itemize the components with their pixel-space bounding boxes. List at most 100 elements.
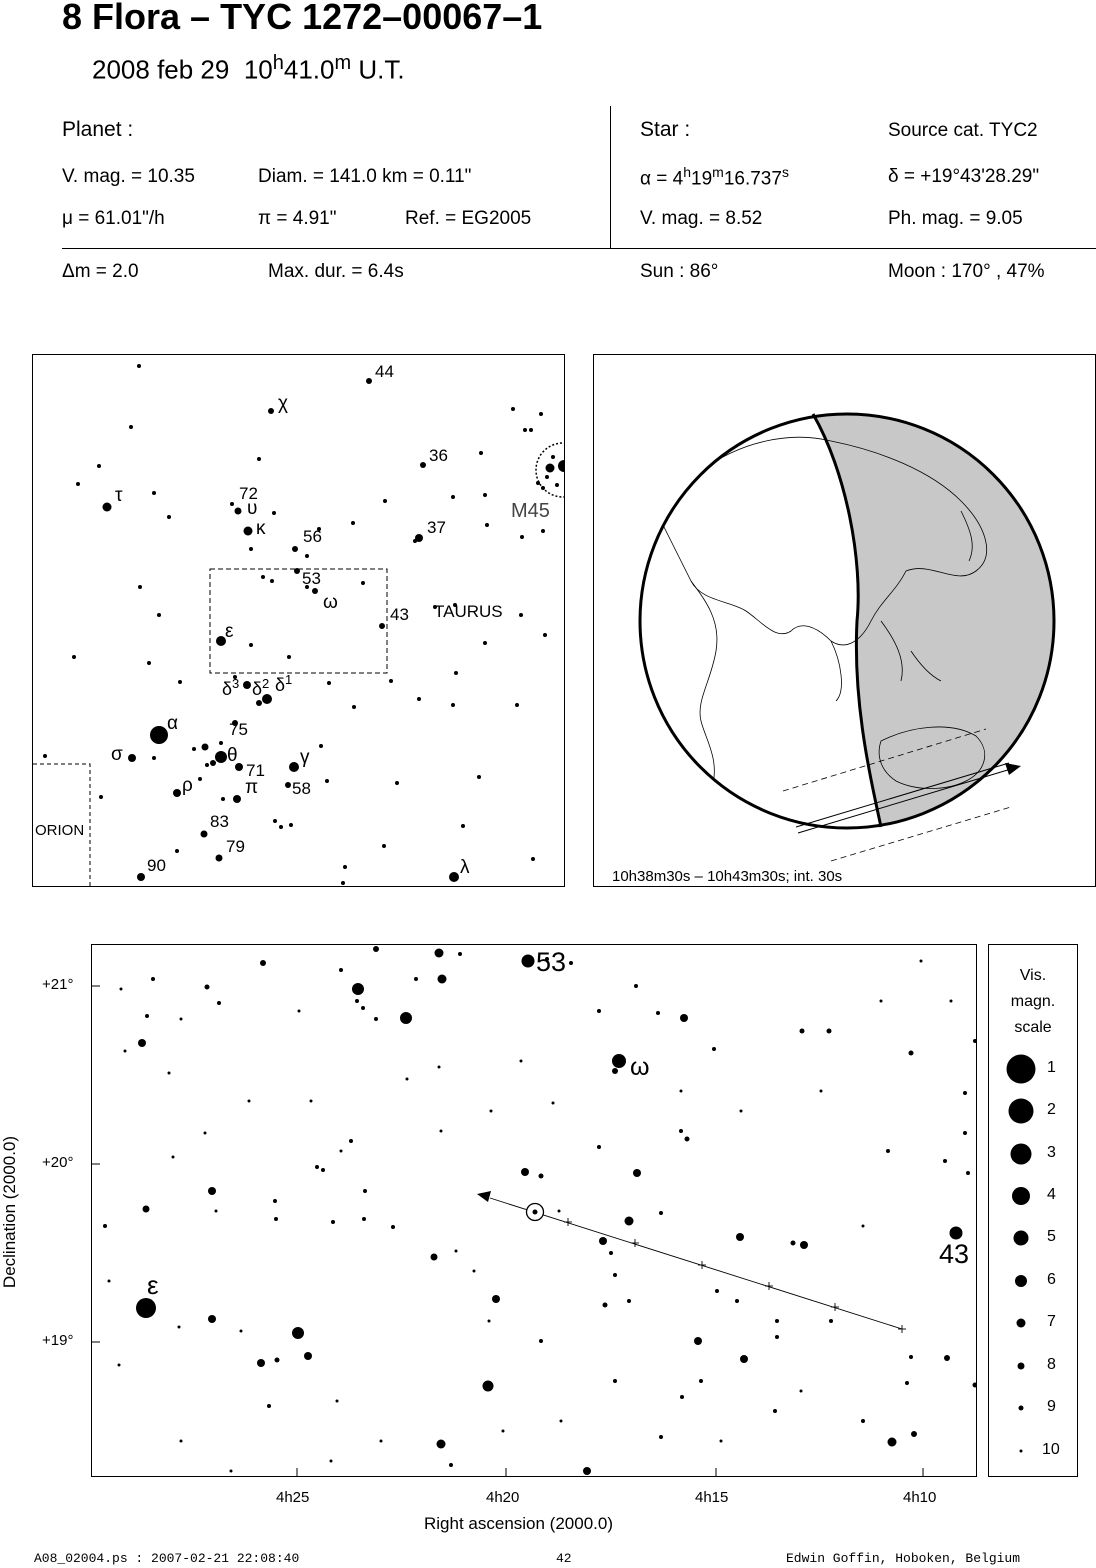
globe-svg: 10h38m30s – 10h43m30s; int. 30s — [612, 412, 1056, 885]
max-duration: Max. dur. = 6.4s — [268, 261, 404, 282]
detail-label-43: 43 — [939, 1239, 969, 1269]
star-right-ascension: α = 4h19m16.737s — [640, 164, 789, 190]
asteroid-track-arrow — [477, 1191, 491, 1202]
star-heading: Star : — [640, 118, 691, 141]
track-ticks — [564, 1218, 906, 1333]
planet-heading: Planet : — [62, 118, 134, 141]
detail-star-53 — [521, 954, 535, 968]
land-australia — [878, 726, 985, 789]
label-kappa: κ — [256, 518, 266, 539]
land-eurasia — [660, 436, 987, 646]
label-delta2: δ2 — [252, 676, 269, 699]
finder-chart: 44 χ 36 η M45 τ 72 υ κ 56 37 53 ω 43 TAU… — [32, 354, 565, 887]
label-90: 90 — [147, 856, 166, 875]
label-theta: θ — [227, 745, 238, 766]
header-divider-vertical — [610, 106, 611, 248]
land-japan — [960, 510, 973, 562]
scale-dot-6 — [1015, 1275, 1027, 1287]
detail-label-epsilon: ε — [147, 1270, 159, 1300]
label-pi: π — [245, 777, 258, 798]
detail-star-43 — [949, 1226, 963, 1240]
label-alpha: α — [167, 713, 178, 734]
scale-dot-4 — [1012, 1187, 1030, 1205]
orion-boundary — [33, 763, 91, 886]
ytick-19: +19° — [42, 1332, 74, 1349]
detail-star-omega — [612, 1054, 626, 1068]
footer-page-number: 42 — [556, 1551, 572, 1566]
footer-filename: A08_02004.ps : 2007-02-21 22:08:40 — [34, 1551, 300, 1566]
scale-label-6: 6 — [1047, 1271, 1056, 1288]
label-72: 72 — [239, 484, 258, 503]
star-delta3-tau — [243, 681, 251, 689]
scale-dots — [1006, 1054, 1036, 1453]
scale-dot-8 — [1017, 1362, 1025, 1370]
footer-author: Edwin Goffin, Hoboken, Belgium — [786, 1551, 1021, 1566]
detail-star-epsilon — [136, 1298, 156, 1318]
terminator-line — [811, 413, 883, 828]
page-title: 8 Flora – TYC 1272–00067–1 — [62, 0, 543, 37]
star-gamma-tau — [289, 762, 299, 772]
star-declination: δ = +19°43'28.29" — [888, 166, 1040, 187]
globe-panel: 10h38m30s – 10h43m30s; int. 30s — [593, 354, 1096, 887]
label-75: 75 — [229, 720, 248, 739]
star-theta-tau — [215, 751, 227, 763]
ytick-20: +20° — [42, 1154, 74, 1171]
label-m45: M45 — [511, 500, 550, 522]
event-datetime: 2008 feb 29 10h41.0m U.T. — [92, 52, 405, 85]
label-71: 71 — [246, 761, 265, 780]
star-delta1-tau — [262, 694, 272, 704]
globe-outline — [638, 412, 1056, 830]
scale-label-3: 3 — [1047, 1144, 1056, 1161]
detail-region-outline — [209, 568, 388, 674]
path-limit-south — [830, 806, 1012, 862]
label-sigma: σ — [111, 744, 123, 765]
scale-dot-7 — [1016, 1318, 1026, 1328]
star-tau-tau — [102, 502, 112, 512]
label-upsilon: υ — [247, 498, 257, 519]
scale-label-5: 5 — [1047, 1228, 1056, 1245]
m45-cluster-outline — [535, 442, 564, 498]
label-chi: χ — [278, 393, 288, 414]
path-limit-north — [782, 728, 987, 792]
moon-info: Moon : 170° , 47% — [888, 261, 1045, 282]
label-gamma: γ — [300, 747, 310, 768]
label-tau: τ — [115, 485, 123, 506]
xtick-4h15: 4h15 — [695, 1489, 729, 1506]
detail-label-omega: ω — [630, 1053, 650, 1081]
xtick-4h20: 4h20 — [486, 1489, 520, 1506]
star-epsilon-tau — [216, 636, 226, 646]
path-center-a — [795, 762, 1010, 828]
detail-label-53: 53 — [536, 947, 566, 977]
y-axis-title: Declination (2000.0) — [0, 1135, 19, 1289]
star-vmag: V. mag. = 8.52 — [640, 208, 763, 229]
scale-dot-5 — [1013, 1230, 1029, 1246]
land-india — [830, 640, 842, 702]
planet-parallax: π = 4.91" — [258, 208, 337, 229]
planet-motion: μ = 61.01"/h — [62, 208, 165, 229]
star-phmag: Ph. mag. = 9.05 — [888, 208, 1023, 229]
detail-chart-svg: 53 ω 43 ε — [92, 946, 976, 1476]
night-side — [813, 414, 1054, 827]
path-direction-arrow — [1005, 763, 1021, 775]
asteroid-track — [489, 1197, 903, 1330]
label-43: 43 — [390, 605, 409, 624]
land-se-asia — [880, 620, 942, 682]
event-date: 2008 feb 29 — [92, 54, 230, 85]
label-rho: ρ — [182, 775, 193, 796]
target-star — [532, 1209, 538, 1215]
label-lambda: λ — [460, 857, 470, 878]
star-kappa-tau — [243, 526, 253, 536]
planet-vmag: V. mag. = 10.35 — [62, 166, 195, 187]
label-56: 56 — [303, 527, 322, 546]
label-delta1: δ1 — [275, 672, 292, 695]
label-44: 44 — [375, 362, 394, 381]
header-divider-horizontal — [62, 248, 1096, 249]
xtick-4h10: 4h10 — [903, 1489, 937, 1506]
label-epsilon: ε — [225, 621, 234, 642]
star-source-catalog: Source cat. TYC2 — [888, 120, 1038, 141]
scale-title-3: scale — [1014, 1019, 1052, 1036]
label-58: 58 — [292, 779, 311, 798]
globe-caption: 10h38m30s – 10h43m30s; int. 30s — [612, 868, 842, 885]
scale-label-4: 4 — [1047, 1186, 1056, 1203]
x-axis-title: Right ascension (2000.0) — [424, 1514, 614, 1533]
